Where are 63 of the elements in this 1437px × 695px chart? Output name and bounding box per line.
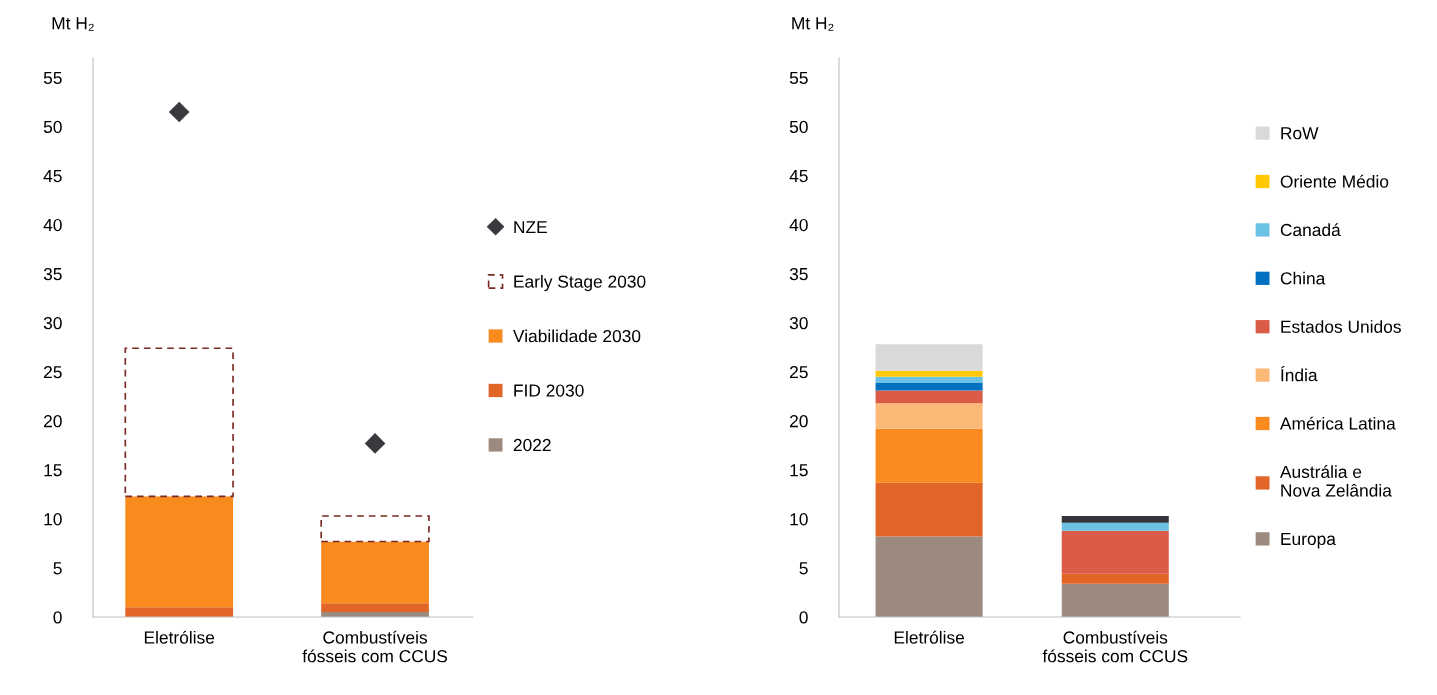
y-tick-label: 40 xyxy=(789,218,808,232)
bar xyxy=(321,541,429,604)
legend-label: Austrália e Nova Zelândia xyxy=(1279,465,1392,497)
y-tick-label: 55 xyxy=(43,71,62,85)
x-tick-label: Eletrólise xyxy=(894,630,965,644)
y-tick-label: 45 xyxy=(43,170,62,183)
y-axis-title: Mt H₂ xyxy=(792,17,834,31)
legend-label: Europa xyxy=(1281,532,1336,549)
legend-label: Canadá xyxy=(1280,223,1341,237)
y-tick-label: 5 xyxy=(799,562,808,575)
bar xyxy=(875,370,983,377)
x-tick-label: Combustíveis fósseis com CCUS xyxy=(302,630,448,663)
y-tick-label: 0 xyxy=(53,611,62,624)
y-tick-label: 55 xyxy=(789,71,808,85)
y-tick-label: 25 xyxy=(790,365,808,379)
bar xyxy=(1061,522,1169,531)
legend-label: 2022 xyxy=(513,438,551,452)
bar xyxy=(875,376,983,383)
x-tick-label: Eletrólise xyxy=(144,630,215,644)
legend-label: Oriente Médio xyxy=(1280,174,1389,188)
bar xyxy=(124,347,234,498)
y-tick-label: 20 xyxy=(790,415,808,428)
bar xyxy=(875,536,983,617)
bar xyxy=(1061,515,1169,523)
legend-label: China xyxy=(1280,271,1326,285)
y-tick-label: 50 xyxy=(43,120,62,134)
legend-label: Viabilidade 2030 xyxy=(513,329,641,343)
y-tick-label: 15 xyxy=(44,464,62,477)
legend-label: Early Stage 2030 xyxy=(514,274,646,292)
y-tick-label: 45 xyxy=(789,170,808,183)
y-tick-label: 40 xyxy=(43,218,62,232)
bar xyxy=(1061,573,1169,584)
bar xyxy=(875,403,983,429)
x-tick-label: Combustíveis fósseis com CCUS xyxy=(1042,630,1188,663)
y-tick-label: 20 xyxy=(44,415,62,428)
bar xyxy=(1061,583,1169,617)
y-tick-label: 25 xyxy=(44,365,62,379)
y-tick-label: 35 xyxy=(43,267,62,281)
y-tick-label: 5 xyxy=(53,562,62,575)
y-axis-title: Mt H₂ xyxy=(52,17,94,31)
legend-label: América Latina xyxy=(1279,416,1396,430)
y-tick-label: 35 xyxy=(789,267,808,281)
bar xyxy=(875,482,983,537)
y-tick-label: 10 xyxy=(44,513,62,526)
legend-label: NZE xyxy=(514,221,547,234)
y-tick-label: 15 xyxy=(790,464,808,477)
legend-label: Estados Unidos xyxy=(1281,320,1401,333)
bar xyxy=(125,607,234,617)
bar xyxy=(320,515,430,543)
y-tick-label: 10 xyxy=(790,513,808,526)
legend-label: Índia xyxy=(1281,366,1318,382)
y-tick-label: 30 xyxy=(43,316,62,330)
bar xyxy=(321,603,429,613)
legend-label: RoW xyxy=(1281,127,1319,140)
y-tick-label: 30 xyxy=(789,316,808,330)
bar xyxy=(125,496,234,608)
y-tick-label: 0 xyxy=(799,611,808,624)
bar xyxy=(1061,530,1169,574)
bar xyxy=(875,390,983,404)
legend-label: FID 2030 xyxy=(514,384,584,397)
y-tick-label: 50 xyxy=(789,120,808,134)
bar xyxy=(875,344,983,371)
bar xyxy=(875,428,983,483)
